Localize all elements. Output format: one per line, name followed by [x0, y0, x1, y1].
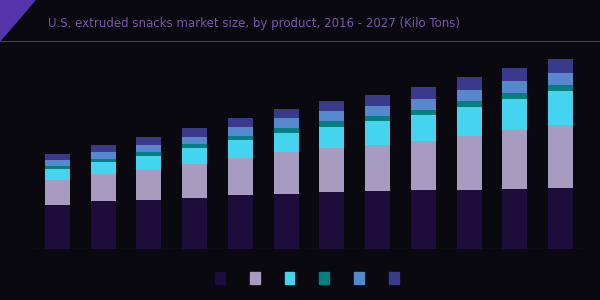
- Bar: [136, 170, 161, 200]
- Bar: [411, 190, 436, 249]
- Bar: [502, 68, 527, 81]
- Bar: [457, 190, 482, 249]
- Bar: [411, 141, 436, 190]
- Bar: [548, 73, 573, 85]
- Bar: [502, 81, 527, 93]
- Bar: [136, 200, 161, 249]
- Bar: [182, 136, 207, 145]
- Bar: [319, 127, 344, 148]
- Bar: [228, 140, 253, 158]
- Bar: [91, 152, 116, 159]
- Bar: [457, 107, 482, 136]
- Bar: [45, 206, 70, 249]
- Bar: [45, 166, 70, 169]
- Bar: [228, 195, 253, 249]
- Bar: [182, 197, 207, 249]
- Bar: [136, 137, 161, 145]
- Bar: [91, 174, 116, 202]
- Bar: [91, 159, 116, 162]
- Bar: [45, 169, 70, 180]
- Bar: [45, 180, 70, 206]
- Bar: [548, 92, 573, 125]
- Bar: [411, 98, 436, 110]
- Bar: [457, 77, 482, 90]
- Bar: [274, 118, 299, 128]
- Bar: [502, 99, 527, 130]
- Bar: [502, 93, 527, 99]
- Bar: [91, 162, 116, 174]
- Bar: [45, 160, 70, 166]
- Bar: [136, 145, 161, 152]
- Bar: [319, 148, 344, 192]
- Bar: [365, 116, 390, 122]
- Bar: [365, 106, 390, 116]
- Legend: , , , , , : , , , , ,: [215, 272, 403, 286]
- Bar: [548, 59, 573, 73]
- Text: U.S. extruded snacks market size, by product, 2016 - 2027 (Kilo Tons): U.S. extruded snacks market size, by pro…: [48, 16, 460, 30]
- Bar: [411, 115, 436, 141]
- Bar: [228, 158, 253, 195]
- Bar: [502, 130, 527, 189]
- Bar: [365, 122, 390, 145]
- Bar: [365, 94, 390, 106]
- Bar: [365, 145, 390, 191]
- Bar: [228, 118, 253, 127]
- Bar: [182, 148, 207, 164]
- Bar: [548, 188, 573, 249]
- Bar: [319, 122, 344, 127]
- Bar: [136, 152, 161, 156]
- Bar: [411, 110, 436, 115]
- Bar: [274, 133, 299, 152]
- Bar: [45, 154, 70, 160]
- Bar: [91, 202, 116, 249]
- Bar: [411, 87, 436, 98]
- Bar: [319, 192, 344, 249]
- Bar: [182, 145, 207, 148]
- Bar: [457, 136, 482, 190]
- Bar: [274, 194, 299, 249]
- Bar: [228, 136, 253, 140]
- Polygon shape: [0, 0, 36, 42]
- Bar: [91, 145, 116, 152]
- Bar: [319, 111, 344, 122]
- Bar: [502, 189, 527, 249]
- Bar: [457, 90, 482, 101]
- Bar: [319, 101, 344, 111]
- Bar: [457, 101, 482, 107]
- Bar: [548, 125, 573, 188]
- Bar: [365, 191, 390, 249]
- Bar: [182, 164, 207, 197]
- Bar: [228, 127, 253, 136]
- Bar: [182, 128, 207, 136]
- Bar: [274, 128, 299, 133]
- Bar: [274, 109, 299, 118]
- Bar: [136, 156, 161, 170]
- Bar: [274, 152, 299, 194]
- Bar: [548, 85, 573, 92]
